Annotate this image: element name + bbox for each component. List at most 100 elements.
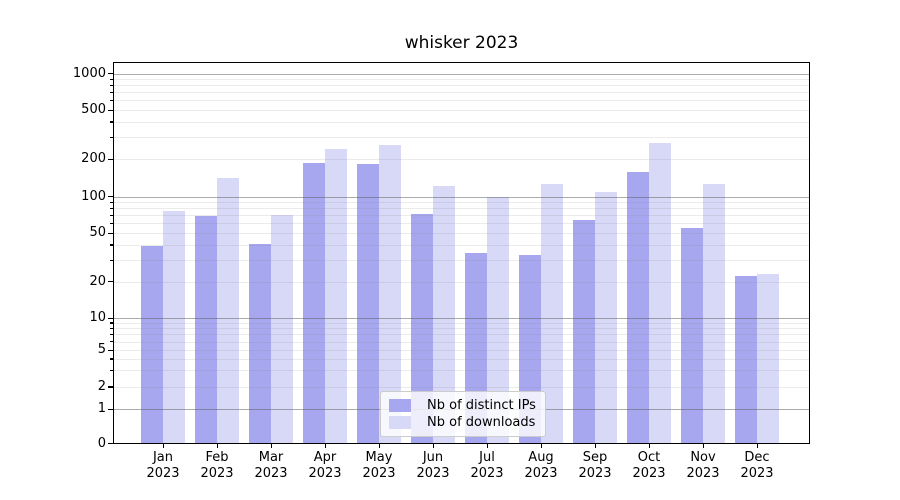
y-minortick-900	[110, 78, 113, 80]
bar-downloads-sep	[595, 191, 617, 443]
y-minortick-9	[110, 322, 113, 324]
gridline-minor-9	[114, 322, 809, 324]
gridline-minor-90	[114, 202, 809, 204]
gridline-minor-300	[114, 137, 809, 139]
x-tick-jun	[432, 444, 434, 448]
y-tick-label-0: 0	[97, 435, 106, 451]
y-tick-10	[108, 317, 113, 319]
bar-distinct-ips-oct	[627, 172, 649, 443]
bar-downloads-aug	[541, 184, 563, 443]
gridline-minor-3	[114, 370, 809, 372]
bar-distinct-ips-feb	[195, 216, 217, 443]
y-minortick-4	[110, 358, 113, 360]
y-minortick-40	[110, 244, 113, 246]
bar-distinct-ips-may	[357, 164, 379, 443]
gridline-major-10	[114, 318, 809, 319]
gridline-minor-30	[114, 260, 809, 262]
bar-distinct-ips-jan	[141, 246, 163, 443]
bar-distinct-ips-nov	[681, 227, 703, 443]
bar-downloads-mar	[271, 215, 293, 443]
gridline-minor-900	[114, 79, 809, 81]
y-tick-500	[108, 109, 113, 111]
x-tick-feb	[216, 444, 218, 448]
y-tick-200	[108, 158, 113, 160]
y-minortick-600	[110, 99, 113, 102]
x-tick-jul	[486, 444, 488, 448]
x-tick-label-sep: Sep 2023	[578, 450, 612, 481]
y-minortick-90	[110, 201, 113, 203]
legend-item-distinct-ips: Nb of distinct IPs	[389, 398, 537, 413]
gridline-minor-70	[114, 215, 809, 217]
y-tick-label-500: 500	[81, 102, 106, 117]
gridline-minor-8	[114, 328, 809, 330]
x-tick-label-apr: Apr 2023	[308, 450, 342, 481]
y-minortick-3	[110, 369, 113, 372]
y-tick-label-10: 10	[89, 310, 106, 325]
bar-distinct-ips-jun	[411, 213, 433, 443]
x-tick-label-dec: Dec 2023	[740, 450, 774, 481]
y-tick-label-20: 20	[89, 273, 106, 289]
y-tick-5	[108, 349, 113, 351]
y-minortick-70	[110, 214, 113, 217]
gridline-minor-200	[114, 159, 809, 160]
gridline-minor-700	[114, 92, 809, 94]
legend-item-downloads: Nb of downloads	[389, 415, 537, 430]
gridline-minor-2	[114, 386, 809, 388]
y-minortick-80	[110, 207, 113, 210]
bar-downloads-apr	[325, 149, 347, 443]
plot-area: Nb of distinct IPs Nb of downloads	[113, 62, 810, 444]
y-tick-label-1000: 1000	[72, 65, 106, 81]
legend-swatch-downloads	[389, 416, 411, 430]
chart-title: whisker 2023	[404, 33, 519, 53]
y-minortick-8	[110, 327, 113, 330]
gridline-minor-60	[114, 223, 809, 225]
gridline-minor-400	[114, 121, 809, 123]
x-tick-aug	[540, 444, 542, 448]
x-tick-label-jan: Jan 2023	[146, 450, 180, 481]
y-tick-label-100: 100	[81, 188, 106, 204]
gridline-minor-20	[114, 281, 809, 283]
gridline-major-1000	[114, 73, 809, 75]
x-tick-label-aug: Aug 2023	[524, 450, 558, 481]
y-tick-100	[108, 196, 113, 198]
gridline-major-100	[114, 196, 809, 198]
legend-label-distinct-ips: Nb of distinct IPs	[427, 397, 536, 413]
bar-distinct-ips-mar	[249, 243, 271, 443]
y-minortick-7	[110, 333, 113, 336]
y-tick-label-200: 200	[81, 151, 106, 166]
y-tick-label-1: 1	[97, 401, 106, 417]
bar-downloads-may	[379, 144, 401, 443]
gridline-minor-6	[114, 341, 809, 343]
gridline-minor-600	[114, 100, 809, 102]
y-minortick-6	[110, 341, 113, 343]
y-tick-label-50: 50	[89, 225, 106, 240]
y-minortick-400	[110, 121, 113, 123]
bar-downloads-jan	[163, 210, 185, 443]
y-minortick-700	[110, 91, 113, 94]
x-tick-dec	[756, 444, 758, 448]
gridline-minor-500	[114, 110, 809, 111]
x-tick-oct	[648, 444, 650, 448]
y-minortick-800	[110, 84, 113, 87]
x-tick-label-may: May 2023	[362, 450, 396, 481]
x-tick-label-jul: Jul 2023	[470, 450, 504, 481]
y-tick-1000	[108, 73, 113, 75]
x-tick-label-feb: Feb 2023	[200, 450, 234, 481]
x-tick-jan	[162, 444, 164, 448]
x-tick-sep	[594, 444, 596, 448]
x-tick-label-mar: Mar 2023	[254, 450, 288, 481]
bar-downloads-oct	[649, 142, 671, 443]
legend-swatch-distinct-ips	[389, 398, 411, 412]
gridline-minor-7	[114, 334, 809, 336]
gridline-minor-800	[114, 85, 809, 87]
y-tick-label-2: 2	[97, 378, 106, 394]
gridline-minor-5	[114, 350, 809, 351]
bar-downloads-dec	[757, 274, 779, 443]
x-tick-label-jun: Jun 2023	[416, 450, 450, 481]
y-tick-0	[108, 443, 113, 445]
y-minortick-60	[110, 222, 113, 225]
x-tick-apr	[324, 444, 326, 448]
bar-distinct-ips-sep	[573, 220, 595, 443]
legend: Nb of distinct IPs Nb of downloads	[380, 391, 546, 437]
